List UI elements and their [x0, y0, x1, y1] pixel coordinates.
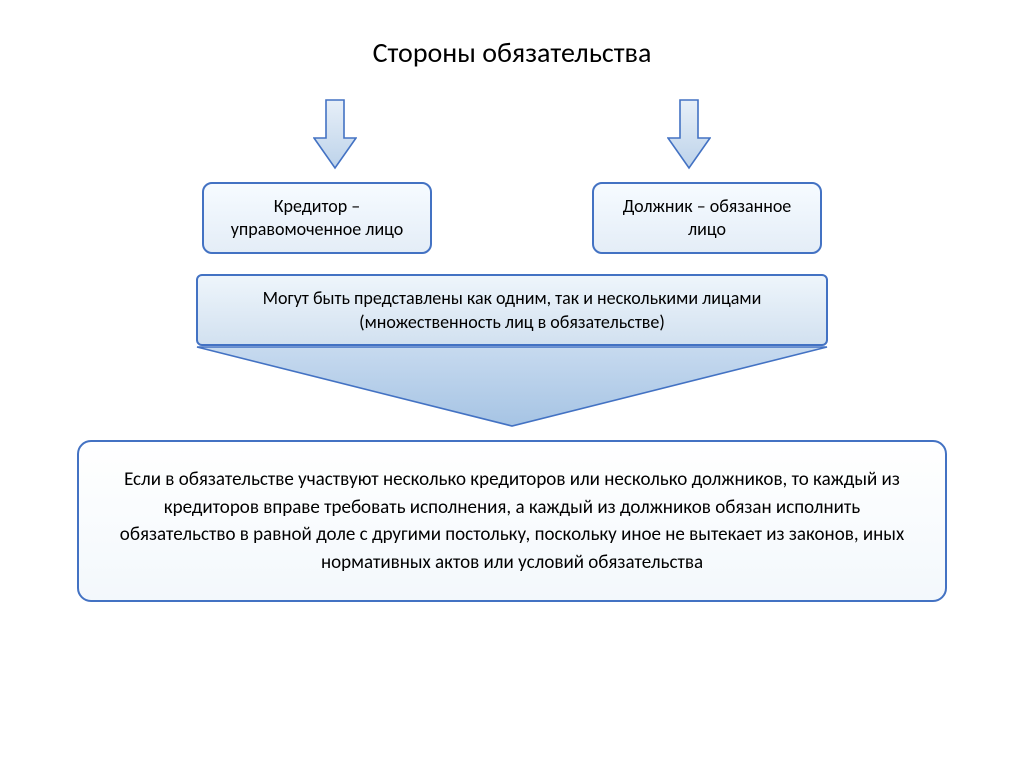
- big-arrow-container: [0, 346, 1024, 428]
- top-arrows-row: [0, 98, 1024, 170]
- box-debtor: Должник – обязанное лицо: [592, 182, 822, 254]
- arrow-down-left-icon: [313, 98, 357, 170]
- page-title: Стороны обязательства: [0, 0, 1024, 70]
- top-boxes-row: Кредитор – управомоченное лицо Должник –…: [0, 182, 1024, 254]
- box-creditor: Кредитор – управомоченное лицо: [202, 182, 432, 254]
- wide-box-multiplicity: Могут быть представлены как одним, так и…: [196, 274, 828, 346]
- arrow-down-right-icon: [667, 98, 711, 170]
- bottom-explanation-box: Если в обязательстве участвуют несколько…: [77, 440, 947, 602]
- big-arrow-down-icon: [196, 346, 828, 428]
